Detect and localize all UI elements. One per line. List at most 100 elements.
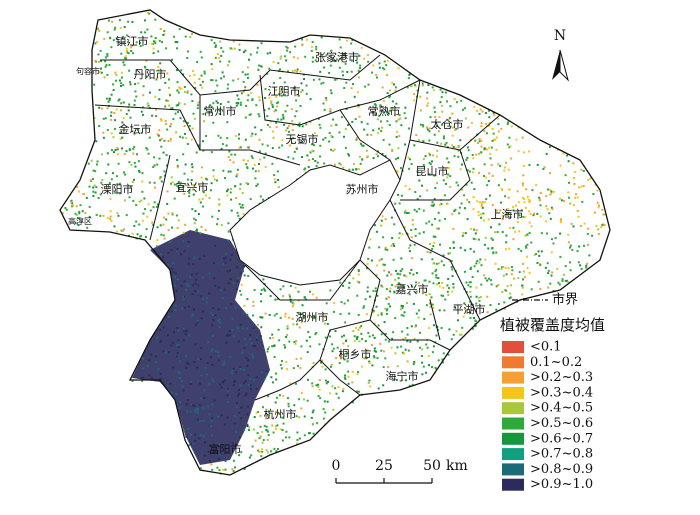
pixel bbox=[480, 264, 483, 267]
pixel bbox=[370, 259, 373, 262]
pixel bbox=[490, 237, 493, 240]
pixel bbox=[247, 146, 250, 149]
pixel bbox=[255, 376, 258, 379]
pixel bbox=[515, 204, 517, 207]
pixel bbox=[415, 281, 418, 284]
pixel bbox=[189, 410, 192, 413]
pixel bbox=[479, 258, 482, 261]
pixel bbox=[388, 143, 391, 146]
pixel bbox=[560, 221, 563, 224]
pixel bbox=[320, 361, 322, 364]
pixel bbox=[237, 102, 240, 105]
pixel bbox=[259, 316, 262, 319]
pixel bbox=[342, 56, 344, 59]
pixel bbox=[232, 459, 235, 462]
pixel bbox=[521, 284, 524, 287]
pixel bbox=[408, 293, 411, 296]
pixel bbox=[237, 276, 240, 279]
pixel bbox=[129, 116, 132, 119]
pixel bbox=[230, 47, 233, 50]
pixel bbox=[131, 44, 134, 47]
pixel bbox=[394, 202, 397, 205]
pixel bbox=[432, 306, 435, 309]
pixel bbox=[210, 63, 213, 66]
pixel bbox=[188, 124, 191, 127]
pixel bbox=[282, 422, 285, 425]
pixel bbox=[212, 307, 215, 310]
pixel bbox=[518, 214, 521, 217]
pixel bbox=[177, 346, 180, 348]
city-label: 嘉兴市 bbox=[396, 282, 429, 296]
pixel bbox=[441, 123, 443, 126]
pixel bbox=[459, 246, 462, 249]
pixel bbox=[239, 289, 242, 292]
pixel bbox=[326, 322, 329, 325]
pixel bbox=[173, 35, 176, 38]
pixel bbox=[244, 49, 247, 52]
pixel bbox=[258, 115, 261, 118]
legend-swatch bbox=[502, 386, 524, 399]
pixel bbox=[478, 299, 481, 302]
pixel bbox=[191, 273, 194, 276]
pixel bbox=[601, 208, 604, 211]
pixel bbox=[436, 283, 438, 286]
pixel bbox=[169, 139, 172, 142]
pixel bbox=[291, 129, 294, 132]
pixel bbox=[463, 308, 466, 311]
pixel bbox=[140, 132, 143, 134]
pixel bbox=[153, 156, 156, 159]
pixel bbox=[385, 288, 388, 291]
pixel bbox=[344, 62, 347, 65]
pixel bbox=[185, 435, 188, 438]
pixel bbox=[359, 67, 361, 69]
pixel bbox=[444, 182, 447, 185]
pixel bbox=[373, 349, 376, 352]
pixel bbox=[299, 105, 302, 107]
city-boundary bbox=[339, 109, 391, 161]
pixel bbox=[221, 381, 224, 384]
pixel bbox=[226, 190, 228, 193]
pixel bbox=[377, 155, 379, 158]
pixel bbox=[131, 232, 134, 235]
pixel bbox=[585, 264, 588, 267]
pixel bbox=[180, 253, 182, 256]
pixel bbox=[192, 404, 195, 407]
pixel bbox=[442, 179, 445, 182]
pixel bbox=[113, 112, 116, 114]
pixel bbox=[344, 101, 347, 104]
pixel bbox=[179, 184, 182, 187]
pixel bbox=[224, 261, 227, 264]
pixel bbox=[408, 272, 411, 275]
pixel bbox=[137, 160, 140, 163]
pixel bbox=[464, 117, 467, 120]
pixel bbox=[525, 188, 528, 191]
pixel bbox=[149, 209, 152, 212]
pixel bbox=[270, 102, 273, 105]
pixel bbox=[256, 183, 259, 186]
pixel bbox=[366, 156, 369, 159]
pixel bbox=[413, 83, 416, 86]
city-label: 溧阳市 bbox=[101, 182, 134, 196]
pixel bbox=[100, 71, 103, 74]
pixel bbox=[533, 254, 536, 256]
pixel bbox=[407, 156, 410, 159]
pixel bbox=[313, 144, 315, 147]
pixel bbox=[111, 20, 114, 23]
pixel bbox=[342, 53, 345, 56]
pixel bbox=[387, 365, 390, 368]
pixel bbox=[189, 36, 192, 38]
pixel bbox=[528, 271, 531, 274]
pixel bbox=[234, 415, 237, 417]
pixel bbox=[264, 312, 267, 315]
pixel bbox=[433, 174, 436, 177]
pixel bbox=[227, 387, 229, 390]
pixel bbox=[272, 431, 275, 434]
pixel bbox=[328, 72, 331, 74]
pixel bbox=[220, 147, 223, 150]
pixel bbox=[572, 225, 575, 228]
pixel bbox=[221, 143, 224, 146]
pixel bbox=[393, 245, 396, 247]
pixel bbox=[586, 232, 589, 235]
pixel bbox=[264, 152, 267, 155]
pixel bbox=[401, 379, 404, 381]
